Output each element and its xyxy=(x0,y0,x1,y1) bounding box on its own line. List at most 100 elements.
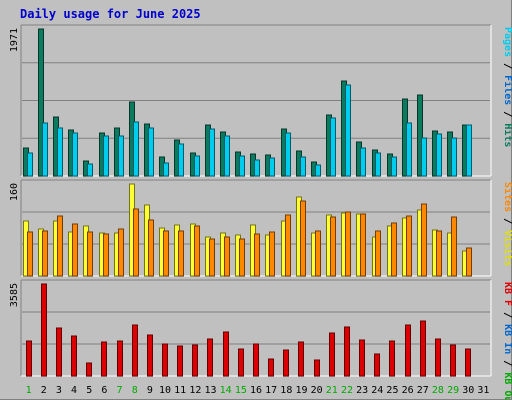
bar-kb-f-day-23 xyxy=(359,339,365,377)
x-tick-label-day-11: 11 xyxy=(174,385,186,396)
bar-files-day-5 xyxy=(87,163,93,177)
bar-sites-day-27 xyxy=(421,203,427,277)
bar-files-day-14 xyxy=(224,135,230,177)
x-tick-label-day-5: 5 xyxy=(86,385,92,396)
x-tick-label-day-1: 1 xyxy=(26,385,32,396)
bar-files-day-23 xyxy=(360,147,366,177)
bar-files-day-8 xyxy=(133,121,139,177)
bar-sites-day-24 xyxy=(375,230,381,277)
bar-files-day-17 xyxy=(269,157,275,177)
bar-files-day-10 xyxy=(163,162,169,177)
bar-kb-f-day-25 xyxy=(389,340,395,377)
bar-kb-f-day-15 xyxy=(238,348,244,377)
y-axis-max-label: 3585 xyxy=(9,283,20,307)
x-tick-label-day-13: 13 xyxy=(204,385,216,396)
bar-kb-f-day-24 xyxy=(374,353,380,377)
right-legend-label: KB F / KB In / KB Out xyxy=(502,282,512,400)
bar-sites-day-3 xyxy=(57,215,63,277)
x-tick-label-day-6: 6 xyxy=(101,385,107,396)
bar-sites-day-20 xyxy=(315,230,321,277)
bar-sites-day-4 xyxy=(72,223,78,277)
legend-segment: / xyxy=(502,306,512,324)
bar-files-day-18 xyxy=(285,132,291,177)
bar-kb-f-day-17 xyxy=(268,358,274,377)
bar-kb-f-day-18 xyxy=(283,349,289,377)
bar-files-day-21 xyxy=(330,117,336,177)
x-tick-label-day-29: 29 xyxy=(447,385,459,396)
bar-sites-day-10 xyxy=(163,230,169,277)
bar-sites-day-28 xyxy=(436,230,442,277)
legend-segment: Files xyxy=(502,75,512,105)
x-tick-label-day-16: 16 xyxy=(250,385,262,396)
bar-sites-day-17 xyxy=(269,231,275,277)
y-axis-max-label: 160 xyxy=(9,183,20,201)
bar-sites-day-11 xyxy=(178,230,184,277)
bar-hits-day-27 xyxy=(417,94,423,177)
bar-files-day-9 xyxy=(148,127,154,177)
bar-files-day-19 xyxy=(300,156,306,177)
bar-sites-day-21 xyxy=(330,216,336,277)
bar-files-day-12 xyxy=(194,155,200,177)
x-tick-label-day-20: 20 xyxy=(311,385,323,396)
bar-sites-day-23 xyxy=(360,213,366,277)
x-tick-label-day-18: 18 xyxy=(280,385,292,396)
bar-files-day-2 xyxy=(42,122,48,177)
bar-files-day-4 xyxy=(72,132,78,177)
bar-sites-day-22 xyxy=(345,211,351,277)
bar-sites-day-13 xyxy=(209,238,215,277)
bar-sites-day-8 xyxy=(133,208,139,277)
bar-files-day-24 xyxy=(375,152,381,177)
bar-kb-f-day-19 xyxy=(298,341,304,377)
bar-sites-day-25 xyxy=(391,222,397,277)
bar-files-day-15 xyxy=(239,155,245,177)
bar-files-day-28 xyxy=(436,133,442,177)
bar-kb-f-day-16 xyxy=(253,343,259,377)
bar-sites-day-29 xyxy=(451,216,457,277)
bar-sites-day-6 xyxy=(103,233,109,277)
legend-segment: Visits xyxy=(502,230,512,266)
bar-files-day-7 xyxy=(118,135,124,177)
bar-files-day-13 xyxy=(209,128,215,177)
x-tick-label-day-3: 3 xyxy=(56,385,62,396)
bar-files-day-25 xyxy=(391,156,397,177)
bar-sites-day-16 xyxy=(254,233,260,277)
x-tick-label-day-24: 24 xyxy=(371,385,383,396)
bar-kb-f-day-21 xyxy=(329,332,335,377)
legend-segment: / xyxy=(502,57,512,75)
legend-segment: KB In xyxy=(502,324,512,354)
bar-sites-day-15 xyxy=(239,238,245,277)
legend-segment: / xyxy=(502,354,512,372)
bar-hits-day-2 xyxy=(38,28,44,177)
bar-sites-day-5 xyxy=(87,231,93,277)
x-tick-label-day-25: 25 xyxy=(386,385,398,396)
x-tick-label-day-22: 22 xyxy=(341,385,353,396)
bar-sites-day-1 xyxy=(27,231,33,277)
x-tick-label-day-27: 27 xyxy=(417,385,429,396)
x-tick-label-day-31: 31 xyxy=(477,385,489,396)
x-tick-label-day-17: 17 xyxy=(265,385,277,396)
right-legend-label: Sites / Visits xyxy=(502,182,512,266)
bar-kb-f-day-30 xyxy=(465,348,471,377)
bar-files-day-6 xyxy=(103,135,109,177)
bar-kb-f-day-13 xyxy=(207,338,213,377)
x-tick-label-day-14: 14 xyxy=(220,385,232,396)
bar-files-day-11 xyxy=(178,143,184,177)
bar-kb-f-day-9 xyxy=(147,334,153,377)
bar-sites-day-9 xyxy=(148,219,154,277)
y-axis-max-label: 1971 xyxy=(9,28,20,52)
legend-segment: / xyxy=(502,105,512,123)
bar-kb-f-day-8 xyxy=(132,324,138,377)
bar-files-day-16 xyxy=(254,159,260,177)
x-tick-label-day-28: 28 xyxy=(432,385,444,396)
bar-kb-f-day-2 xyxy=(41,283,47,377)
bar-sites-day-14 xyxy=(224,236,230,277)
x-tick-label-day-30: 30 xyxy=(462,385,474,396)
x-tick-label-day-21: 21 xyxy=(326,385,338,396)
bar-sites-day-2 xyxy=(42,230,48,277)
bar-kb-f-day-22 xyxy=(344,326,350,377)
bar-sites-day-18 xyxy=(285,214,291,277)
x-tick-label-day-15: 15 xyxy=(235,385,247,396)
bar-files-day-27 xyxy=(421,137,427,177)
